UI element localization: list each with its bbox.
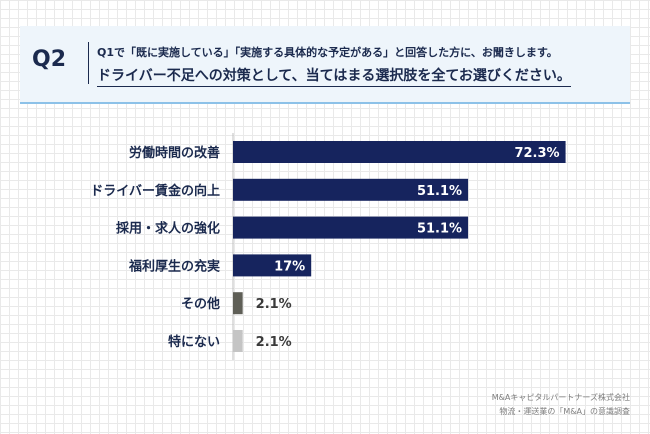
value-label: 17% (274, 259, 305, 274)
header-divider (88, 42, 89, 84)
bar (233, 216, 469, 239)
category-label: ドライバー賃金の向上 (90, 183, 220, 199)
footer-company: M&Aキャピタルパートナーズ株式会社 (491, 393, 630, 402)
category-label: 福利厚生の充実 (128, 258, 220, 274)
value-label: 51.1% (417, 184, 462, 199)
value-label: 2.1% (256, 335, 292, 350)
question-text: Q1で「既に実施している」「実施する具体的な予定がある」と回答した方に、お聞きし… (97, 46, 558, 59)
bar (233, 330, 243, 352)
category-label: 採用・求人の強化 (116, 221, 220, 237)
question-instruction: ドライバー不足への対策として、当てはまる選択肢を全てお選びください。 (97, 65, 571, 87)
question-header: Q2 Q1で「既に実施している」「実施する具体的な予定がある」と回答した方に、お… (20, 26, 630, 104)
bar (233, 292, 243, 315)
footer-survey: 物流・運送業の「M&A」の意識調査 (499, 407, 630, 416)
bar (233, 141, 566, 163)
bar (233, 254, 312, 277)
question-badge: Q2 (32, 47, 67, 72)
value-label: 2.1% (256, 297, 292, 312)
category-label: 労働時間の改善 (129, 145, 220, 161)
bar (233, 178, 469, 201)
value-label: 72.3% (514, 146, 559, 161)
value-label: 51.1% (417, 222, 462, 237)
category-label: その他 (181, 296, 220, 312)
category-label: 特にない (168, 334, 220, 350)
